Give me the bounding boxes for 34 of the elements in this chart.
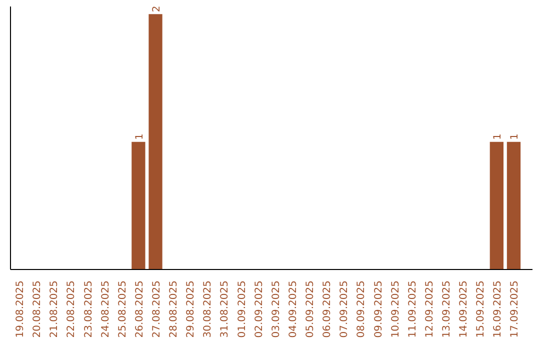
x-tick-label: 23.08.2025: [83, 280, 94, 338]
x-tick-label: 03.09.2025: [270, 280, 282, 338]
x-tick-label: 05.09.2025: [305, 280, 316, 338]
x-tick-label: 24.08.2025: [100, 280, 112, 338]
x-tick-label: 16.09.2025: [492, 280, 504, 338]
x-tick-label: 10.09.2025: [390, 280, 402, 338]
x-tick-label: 28.08.2025: [168, 280, 180, 338]
data-label: 1: [134, 133, 146, 140]
x-tick-label: 15.09.2025: [476, 280, 487, 338]
x-tick-label: 02.09.2025: [254, 280, 265, 338]
x-tick-label: 14.09.2025: [458, 280, 470, 338]
x-tick-label: 13.09.2025: [442, 280, 452, 338]
x-tick-label: 22.08.2025: [66, 280, 78, 338]
x-tick-label: 20.08.2025: [32, 280, 44, 338]
x-tick-label: 31.08.2025: [220, 280, 231, 338]
x-tick-label: 01.09.2025: [236, 280, 248, 338]
x-tick-label: 19.08.2025: [15, 280, 26, 338]
x-tick-label: 21.08.2025: [49, 280, 60, 338]
x-tick-label: 27.08.2025: [152, 280, 162, 338]
x-tick-label: 12.09.2025: [424, 280, 436, 338]
x-tick-label: 07.09.2025: [339, 280, 350, 338]
x-tick-label: 09.09.2025: [373, 280, 384, 338]
x-tick-label: 26.08.2025: [134, 280, 146, 338]
x-tick-label: 25.08.2025: [117, 280, 128, 338]
data-label: 1: [492, 133, 504, 140]
x-tick-label: 04.09.2025: [288, 280, 299, 338]
x-tick-label: 17.09.2025: [510, 280, 521, 338]
data-label: 1: [510, 133, 521, 140]
x-tick-label: 29.08.2025: [186, 280, 197, 338]
x-tick-label: 11.09.2025: [407, 280, 418, 338]
x-tick-label: 08.09.2025: [356, 280, 368, 338]
data-label: 2: [152, 6, 162, 12]
x-tick-label: 30.08.2025: [202, 280, 214, 338]
x-tick-label: 06.09.2025: [322, 280, 334, 338]
